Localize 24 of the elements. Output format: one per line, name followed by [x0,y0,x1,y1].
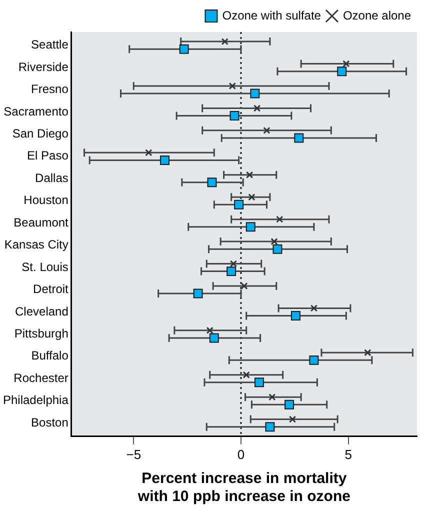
y-tick-label: Rochester [14,370,68,385]
x-tick-label: 5 [344,446,352,462]
y-tick-label: Boston [31,415,68,430]
y-tick-label: Fresno [31,82,69,96]
y-tick-label: Buffalo [31,348,69,363]
y-tick-label: Pittsburgh [14,326,68,340]
x-axis-title: Percent increase in mortality with 10 ppb increase in ozone [136,470,350,506]
y-tick-label: San Diego [12,126,69,141]
y-tick-label: Sacramento [4,104,69,118]
y-tick-label: El Paso [27,148,69,163]
y-tick-label: Dallas [35,170,68,185]
legend-label: Ozone with sulfate [222,8,322,22]
y-tick-label: Riverside [18,60,69,74]
y-tick-label: Cleveland [15,304,68,318]
y-tick-label: Detroit [33,282,70,296]
y-tick-label: Philadelphia [2,393,69,408]
y-tick-label: Houston [24,193,68,208]
legend-label: Ozone alone [342,8,412,22]
y-tick-label: Seattle [31,38,69,52]
x-tick-label: −5 [126,446,142,462]
y-tick-label: Kansas City [4,238,68,252]
y-tick-label: St. Louis [22,260,68,274]
y-tick-label: Beaumont [14,215,70,230]
x-tick-label: 0 [237,446,245,462]
